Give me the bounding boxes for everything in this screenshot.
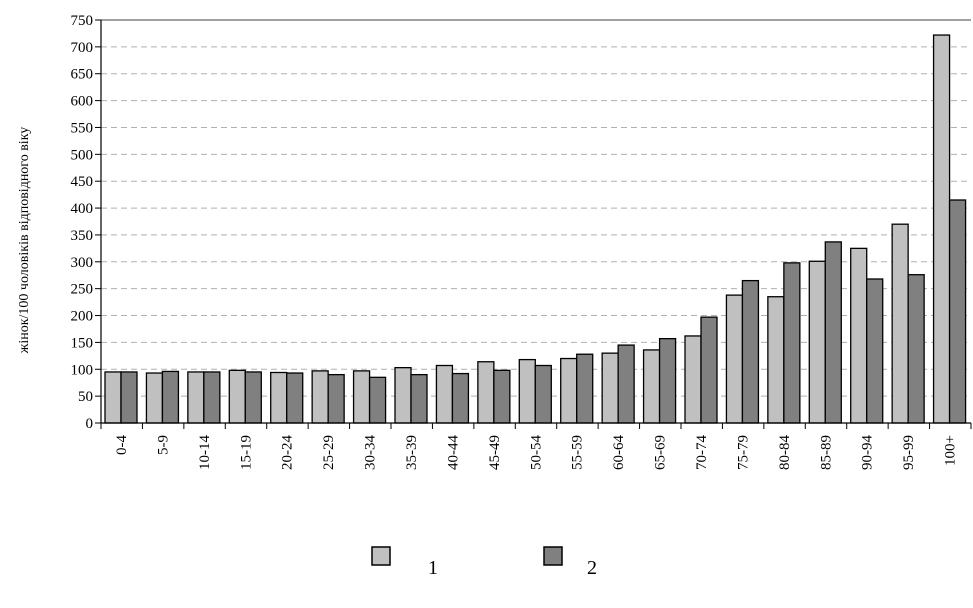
bar-series-2-100+	[948, 199, 967, 424]
y-tick-label: 450	[71, 174, 94, 190]
y-tick-label: 350	[71, 228, 94, 244]
gridlines	[101, 46, 971, 397]
y-tick-label: 600	[71, 94, 94, 110]
y-tick-label: 650	[71, 67, 94, 83]
x-tick-label: 85-89	[818, 435, 834, 470]
x-tick-label: 90-94	[860, 435, 876, 470]
y-tick-label: 200	[71, 309, 94, 325]
bar-series-1-75-79	[725, 294, 744, 424]
bar-series-2-65-69	[658, 337, 677, 424]
legend-label-series-2: 2	[587, 557, 597, 579]
bar-series-1-90-94	[850, 247, 868, 424]
y-tick-label: 150	[71, 335, 94, 351]
bar-series-1-65-69	[642, 349, 661, 424]
bar-series-2-35-39	[410, 373, 428, 424]
x-tick-label: 40-44	[445, 435, 461, 470]
bar-series-1-45-49	[477, 361, 495, 424]
bar-series-1-70-74	[684, 335, 702, 424]
y-axis-ticks: 0 50 100 150 200 250 300 350 400 450 500 550 600 650 7…	[71, 13, 101, 432]
x-tick-label: 25-29	[321, 435, 337, 470]
bar-series-1-0-4	[104, 371, 122, 424]
legend: 1 2	[371, 546, 597, 579]
x-tick-label: 45-49	[487, 435, 503, 470]
x-tick-label: 60-64	[611, 435, 627, 470]
x-tick-label: 80-84	[777, 435, 793, 470]
x-tick-label: 30-34	[363, 435, 379, 470]
x-tick-label: 55-59	[570, 435, 586, 470]
y-tick-label: 100	[71, 362, 94, 378]
bar-series-2-95-99	[907, 274, 925, 424]
bars	[104, 34, 967, 424]
bar-series-2-30-34	[368, 376, 387, 424]
x-tick-label: 50-54	[528, 435, 544, 470]
bar-series-1-25-29	[311, 370, 329, 424]
bar-series-2-25-29	[327, 373, 345, 424]
y-tick-label: 500	[71, 147, 94, 163]
bar-series-2-50-54	[534, 364, 552, 424]
bar-series-1-50-54	[518, 358, 536, 424]
legend-swatch-series-2	[543, 546, 563, 566]
bar-series-1-30-34	[352, 370, 371, 424]
bar-series-2-55-59	[576, 353, 594, 424]
legend-swatch-series-1	[371, 546, 391, 566]
bar-series-2-0-4	[120, 371, 138, 424]
x-axis-ticks: 0-4 5-9 10-14 15-19 20-24 25-29 30-34 35-39 40-4…	[100, 423, 972, 470]
bar-series-2-90-94	[866, 278, 884, 424]
bar-series-1-15-19	[228, 369, 246, 424]
axes	[100, 19, 971, 424]
bar-series-1-20-24	[270, 371, 288, 424]
bar-series-2-45-49	[493, 369, 511, 424]
bar-series-1-5-9	[145, 372, 164, 424]
bar-series-1-40-44	[435, 364, 454, 424]
y-tick-label: 750	[71, 13, 94, 29]
bar-series-2-20-24	[286, 372, 304, 424]
x-tick-label: 15-19	[238, 435, 254, 470]
x-tick-label: 95-99	[901, 435, 917, 470]
bar-series-1-10-14	[187, 371, 205, 424]
bar-series-2-70-74	[700, 316, 718, 424]
legend-label-series-1: 1	[428, 557, 438, 579]
bar-series-2-15-19	[244, 371, 262, 424]
y-tick-label: 0	[86, 416, 94, 432]
x-tick-label: 20-24	[280, 435, 296, 470]
x-tick-label: 35-39	[404, 435, 420, 470]
y-tick-label: 400	[71, 201, 94, 217]
bar-series-1-55-59	[560, 357, 578, 424]
bar-series-2-80-84	[783, 262, 801, 424]
bar-series-1-35-39	[394, 367, 412, 424]
bar-series-2-5-9	[161, 370, 180, 424]
bar-series-2-85-89	[824, 241, 842, 424]
y-tick-label: 550	[71, 120, 94, 136]
x-tick-label: 75-79	[735, 435, 751, 470]
y-tick-label: 50	[78, 389, 93, 405]
x-tick-label: 65-69	[653, 435, 669, 470]
x-tick-label: 100+	[943, 435, 959, 466]
y-tick-label: 250	[71, 282, 94, 298]
bar-series-2-10-14	[203, 371, 221, 424]
x-tick-label: 70-74	[694, 435, 710, 470]
x-tick-label: 0-4	[114, 435, 130, 455]
bar-series-1-80-84	[767, 296, 785, 424]
bar-series-2-40-44	[451, 372, 470, 424]
bar-series-1-60-64	[601, 352, 619, 424]
y-axis-title: жінок/100 чоловіків відповідного віку	[17, 127, 32, 355]
bar-series-1-85-89	[808, 260, 826, 424]
x-tick-label: 10-14	[197, 435, 213, 470]
x-tick-label: 5-9	[155, 435, 171, 455]
bar-series-1-100+	[932, 34, 951, 424]
bar-series-2-75-79	[741, 279, 760, 424]
y-tick-label: 300	[71, 255, 94, 271]
bar-series-1-95-99	[891, 223, 909, 424]
bar-series-2-60-64	[617, 344, 635, 424]
y-tick-label: 700	[71, 40, 94, 56]
